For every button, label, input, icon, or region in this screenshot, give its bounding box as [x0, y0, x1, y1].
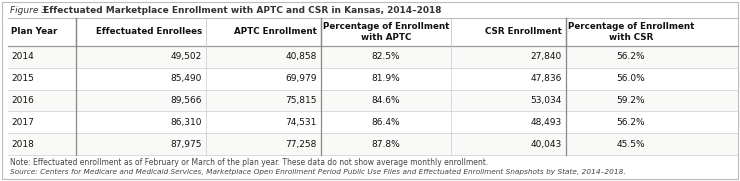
Text: Effectuated Marketplace Enrollment with APTC and CSR in Kansas, 2014–2018: Effectuated Marketplace Enrollment with … — [40, 6, 442, 15]
Text: 82.5%: 82.5% — [371, 52, 400, 61]
Text: 47,836: 47,836 — [531, 74, 562, 83]
Text: Source: Centers for Medicare and Medicaid Services, Marketplace Open Enrollment : Source: Centers for Medicare and Medicai… — [10, 169, 626, 175]
Text: Plan Year: Plan Year — [11, 28, 58, 37]
Text: 56.2%: 56.2% — [616, 52, 645, 61]
Text: 75,815: 75,815 — [286, 96, 317, 105]
Text: 45.5%: 45.5% — [616, 140, 645, 149]
Text: 87.8%: 87.8% — [371, 140, 400, 149]
Text: Percentage of Enrollment
with APTC: Percentage of Enrollment with APTC — [323, 22, 449, 42]
Text: Figure 3.: Figure 3. — [10, 6, 50, 15]
Text: 53,034: 53,034 — [531, 96, 562, 105]
Text: 40,858: 40,858 — [286, 52, 317, 61]
Text: 2018: 2018 — [11, 140, 34, 149]
Text: Percentage of Enrollment
with CSR: Percentage of Enrollment with CSR — [568, 22, 694, 42]
Text: 85,490: 85,490 — [171, 74, 202, 83]
Text: 2015: 2015 — [11, 74, 34, 83]
Text: Note: Effectuated enrollment as of February or March of the plan year. These dat: Note: Effectuated enrollment as of Febru… — [10, 158, 488, 167]
Text: 48,493: 48,493 — [531, 118, 562, 127]
Text: 2017: 2017 — [11, 118, 34, 127]
Text: 56.0%: 56.0% — [616, 74, 645, 83]
Bar — [8, 111, 738, 133]
Text: 84.6%: 84.6% — [371, 96, 400, 105]
Text: 86,310: 86,310 — [170, 118, 202, 127]
Text: APTC Enrollment: APTC Enrollment — [234, 28, 317, 37]
Text: 49,502: 49,502 — [171, 52, 202, 61]
Text: 77,258: 77,258 — [286, 140, 317, 149]
Text: 87,975: 87,975 — [170, 140, 202, 149]
Bar — [8, 133, 738, 155]
Text: 89,566: 89,566 — [170, 96, 202, 105]
Text: 27,840: 27,840 — [531, 52, 562, 61]
Text: 2016: 2016 — [11, 96, 34, 105]
Text: 86.4%: 86.4% — [371, 118, 400, 127]
Bar — [8, 90, 738, 111]
Text: 40,043: 40,043 — [531, 140, 562, 149]
Text: 81.9%: 81.9% — [371, 74, 400, 83]
Text: 56.2%: 56.2% — [616, 118, 645, 127]
Text: 59.2%: 59.2% — [616, 96, 645, 105]
Text: 69,979: 69,979 — [286, 74, 317, 83]
Bar — [8, 68, 738, 90]
Text: Effectuated Enrollees: Effectuated Enrollees — [95, 28, 202, 37]
Text: 2014: 2014 — [11, 52, 34, 61]
Text: 74,531: 74,531 — [286, 118, 317, 127]
Text: CSR Enrollment: CSR Enrollment — [485, 28, 562, 37]
Bar — [8, 46, 738, 68]
